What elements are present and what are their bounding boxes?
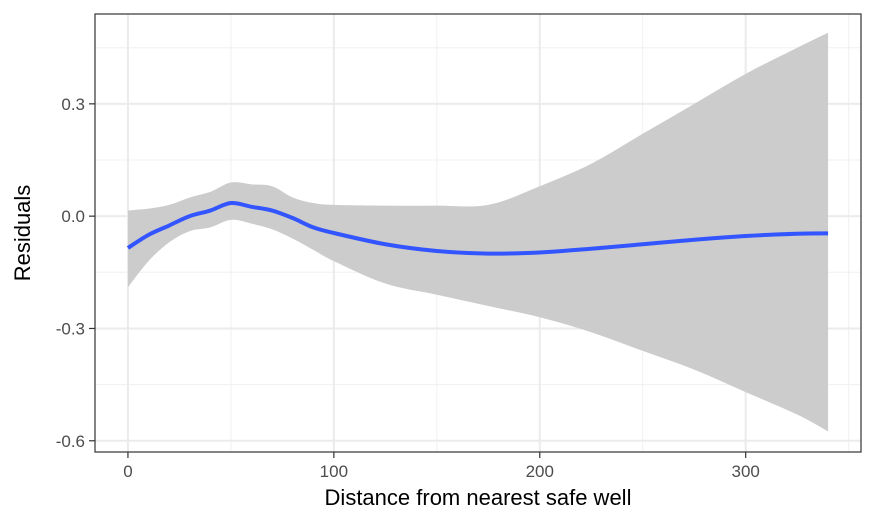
confidence-ribbon	[127, 32, 829, 432]
plot-panel-border	[94, 13, 862, 453]
y-axis-ticks: -0.6 -0.3 0.0 0.3	[56, 95, 95, 451]
y-axis-title: Residuals	[10, 185, 35, 282]
x-tick-label: 300	[732, 462, 760, 481]
fit-line-layer	[126, 200, 829, 256]
confidence-ribbon-layer	[127, 32, 829, 432]
y-tick-label: -0.3	[56, 319, 85, 338]
y-tick-label: 0.0	[61, 207, 85, 226]
x-tick-label: 100	[320, 462, 348, 481]
x-tick-label: 200	[526, 462, 554, 481]
x-tick-label: 0	[123, 462, 132, 481]
x-axis-title: Distance from nearest safe well	[325, 485, 632, 510]
smooth-fit-line	[126, 200, 829, 256]
y-tick-label: 0.3	[61, 95, 85, 114]
y-tick-label: -0.6	[56, 432, 85, 451]
x-axis-ticks: 0 100 200 300	[123, 452, 760, 481]
